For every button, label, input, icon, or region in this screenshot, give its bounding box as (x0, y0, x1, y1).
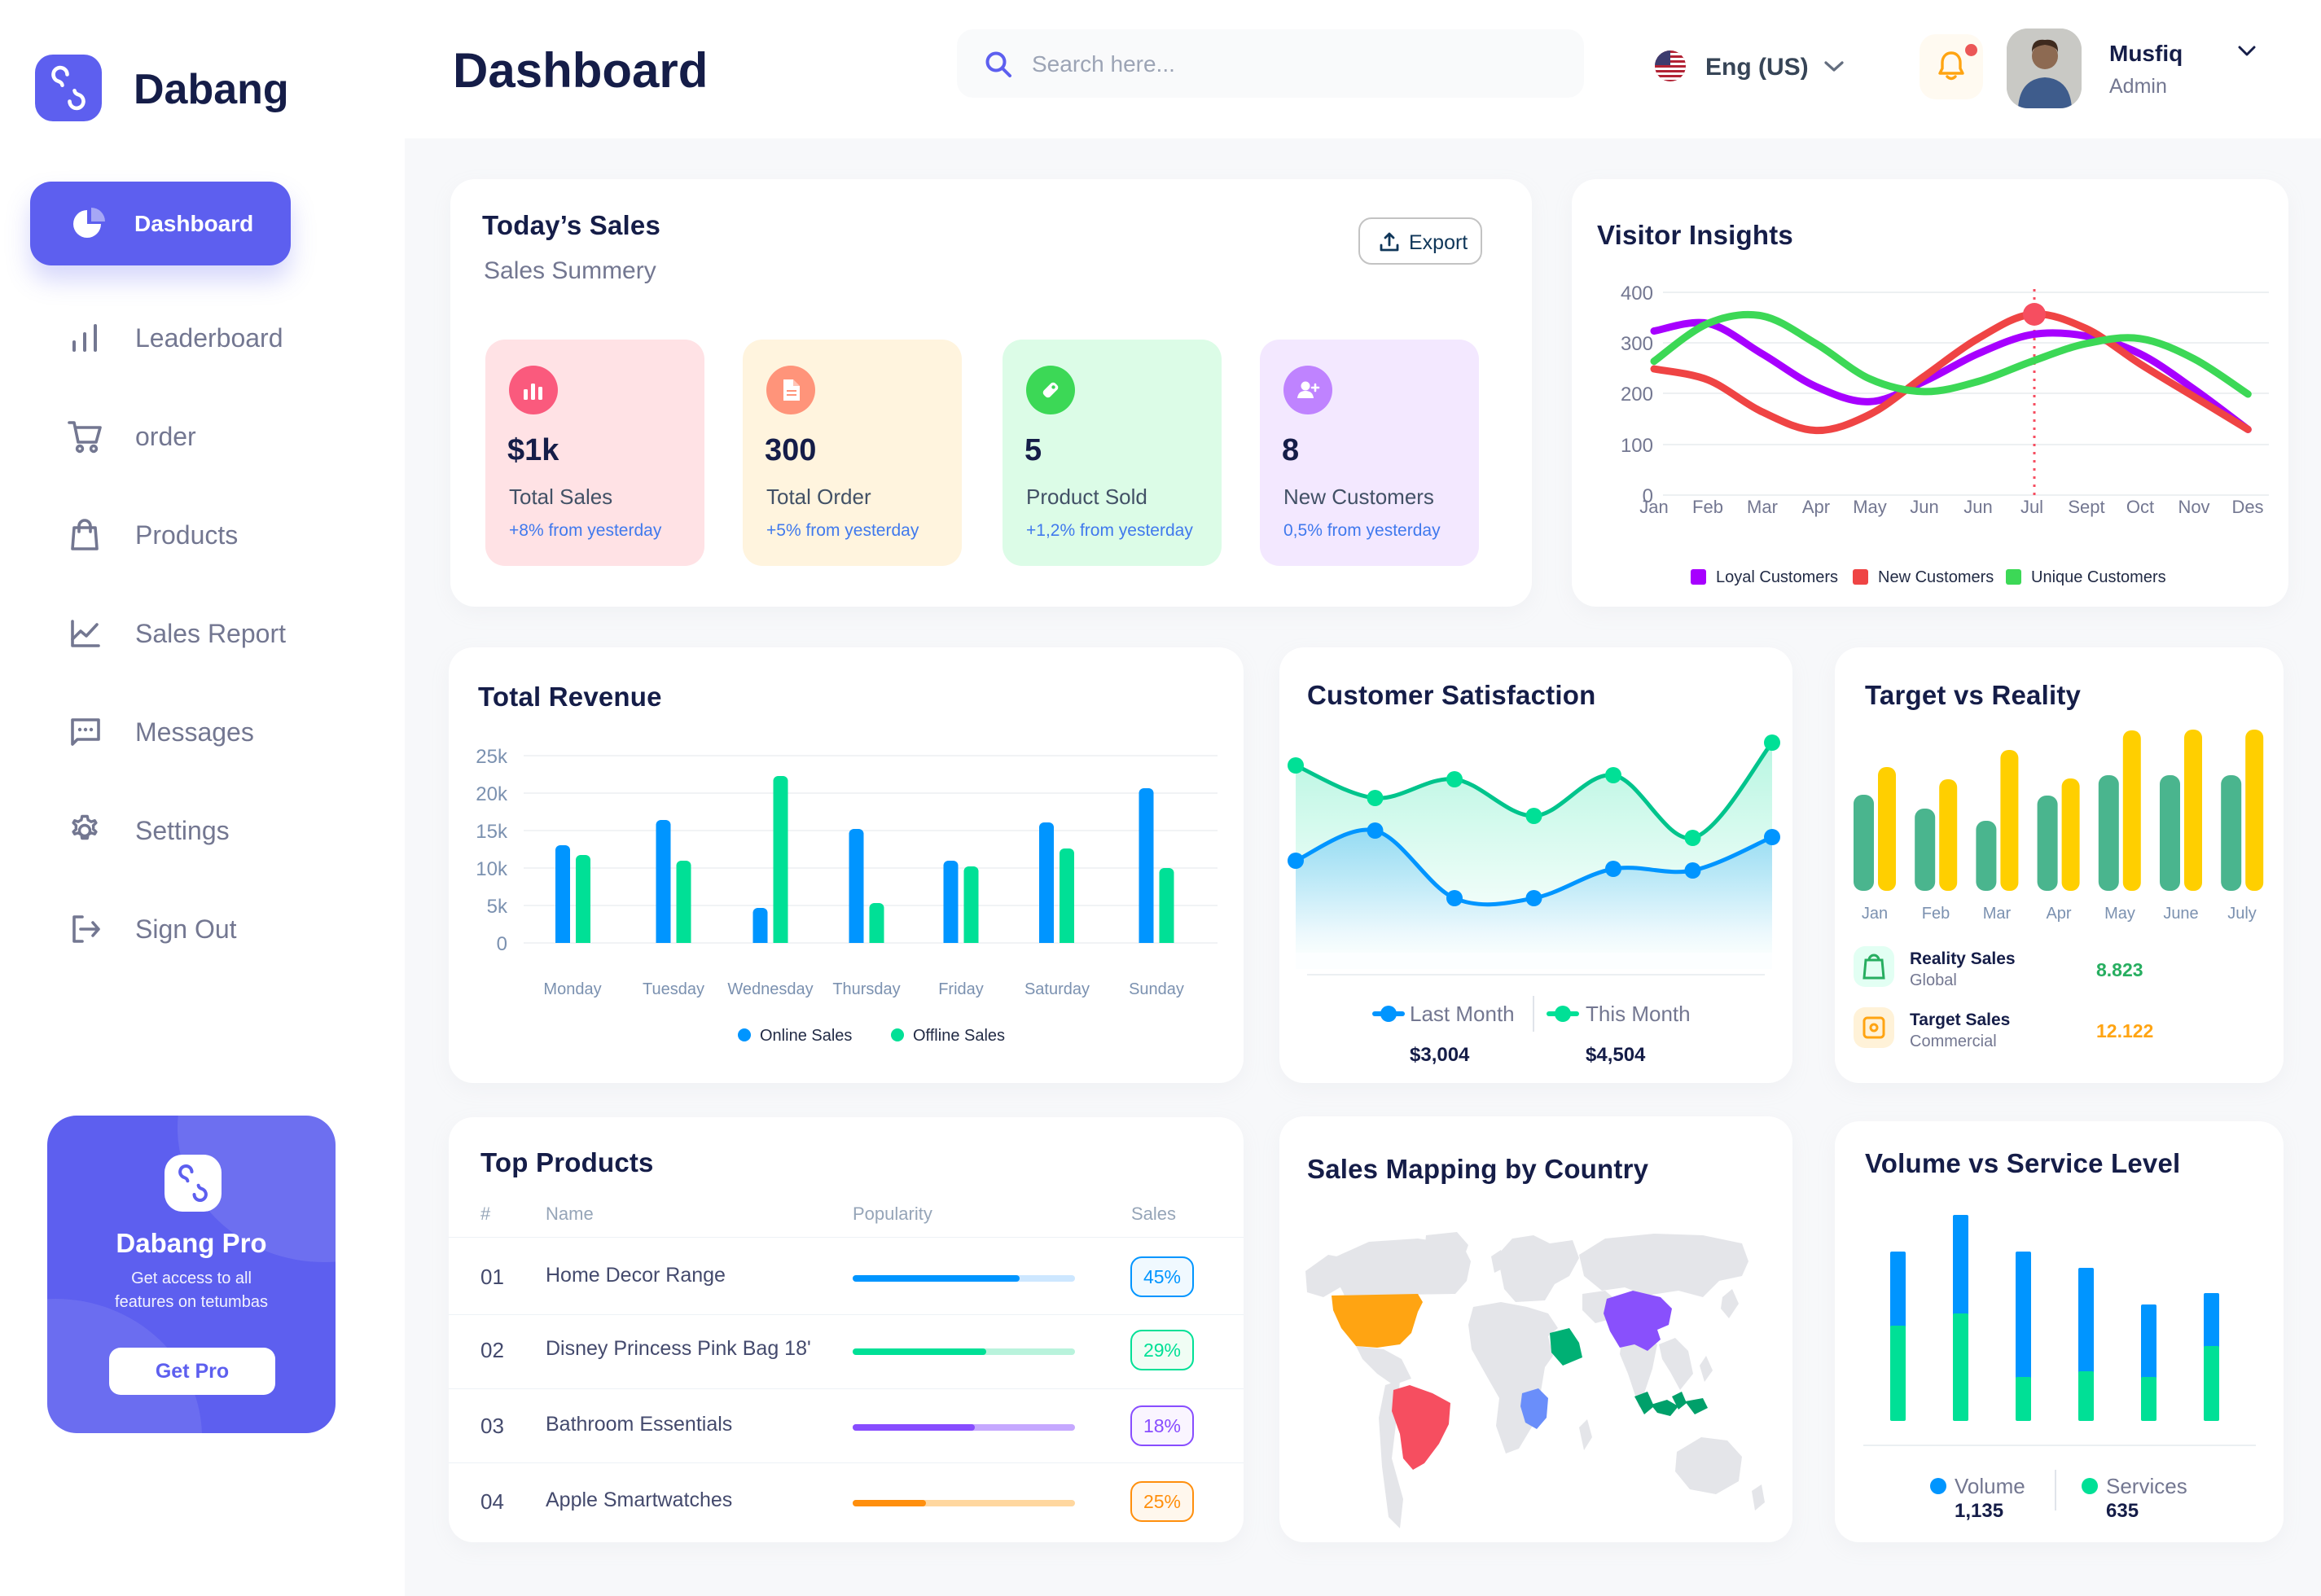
svg-text:Feb: Feb (1922, 905, 1950, 923)
svg-text:100: 100 (1621, 435, 1653, 457)
svg-text:Oct: Oct (2126, 497, 2154, 517)
svg-text:Unique Customers: Unique Customers (2031, 568, 2166, 586)
svg-text:May: May (2104, 905, 2135, 923)
svg-text:Apr: Apr (2046, 905, 2071, 923)
svg-text:0: 0 (497, 933, 507, 955)
svg-text:25k: 25k (476, 746, 508, 768)
svg-text:Global: Global (1910, 971, 1957, 989)
svg-text:Offline Sales: Offline Sales (913, 1027, 1005, 1045)
svg-text:Feb: Feb (1692, 497, 1723, 517)
svg-text:Nov: Nov (2178, 497, 2209, 517)
svg-text:5k: 5k (487, 896, 508, 918)
svg-text:Apr: Apr (1802, 497, 1830, 517)
svg-text:June: June (2163, 905, 2198, 923)
svg-text:Monday: Monday (543, 980, 601, 998)
svg-text:0: 0 (1643, 485, 1653, 507)
svg-text:Friday: Friday (938, 980, 984, 998)
svg-text:20k: 20k (476, 783, 508, 805)
svg-text:Commercial: Commercial (1910, 1033, 1997, 1050)
svg-text:Jul: Jul (2020, 497, 2043, 517)
svg-text:1,135: 1,135 (1955, 1500, 2003, 1522)
svg-text:Thursday: Thursday (832, 980, 900, 998)
svg-text:$4,504: $4,504 (1586, 1044, 1646, 1066)
svg-text:New Customers: New Customers (1878, 568, 1994, 586)
svg-text:Tuesday: Tuesday (643, 980, 704, 998)
svg-text:300: 300 (1621, 333, 1653, 355)
svg-text:July: July (2227, 905, 2257, 923)
svg-text:Mar: Mar (1747, 497, 1778, 517)
svg-text:Saturday: Saturday (1024, 980, 1090, 998)
svg-text:$3,004: $3,004 (1410, 1044, 1470, 1066)
svg-text:May: May (1853, 497, 1887, 517)
svg-text:Jan: Jan (1639, 497, 1668, 517)
svg-text:Mar: Mar (1983, 905, 2012, 923)
svg-text:400: 400 (1621, 283, 1653, 305)
svg-text:Jun: Jun (1910, 497, 1938, 517)
svg-text:15k: 15k (476, 821, 508, 843)
svg-text:12.122: 12.122 (2096, 1020, 2153, 1041)
svg-text:635: 635 (2106, 1500, 2139, 1522)
svg-text:Des: Des (2231, 497, 2263, 517)
svg-text:10k: 10k (476, 858, 508, 880)
svg-text:Volume: Volume (1955, 1474, 2025, 1498)
svg-text:Online Sales: Online Sales (760, 1027, 852, 1045)
svg-text:Jun: Jun (1963, 497, 1992, 517)
svg-text:Wednesday: Wednesday (727, 980, 813, 998)
svg-text:Last Month: Last Month (1410, 1002, 1515, 1026)
svg-text:Sept: Sept (2068, 497, 2104, 517)
svg-text:Reality Sales: Reality Sales (1910, 949, 2016, 968)
svg-text:Services: Services (2106, 1474, 2187, 1498)
svg-text:Target Sales: Target Sales (1910, 1011, 2010, 1029)
svg-text:This Month: This Month (1586, 1002, 1691, 1026)
svg-text:Loyal Customers: Loyal Customers (1716, 568, 1838, 586)
svg-text:8.823: 8.823 (2096, 959, 2143, 980)
svg-text:200: 200 (1621, 384, 1653, 406)
svg-text:Jan: Jan (1862, 905, 1888, 923)
svg-text:Sunday: Sunday (1129, 980, 1184, 998)
